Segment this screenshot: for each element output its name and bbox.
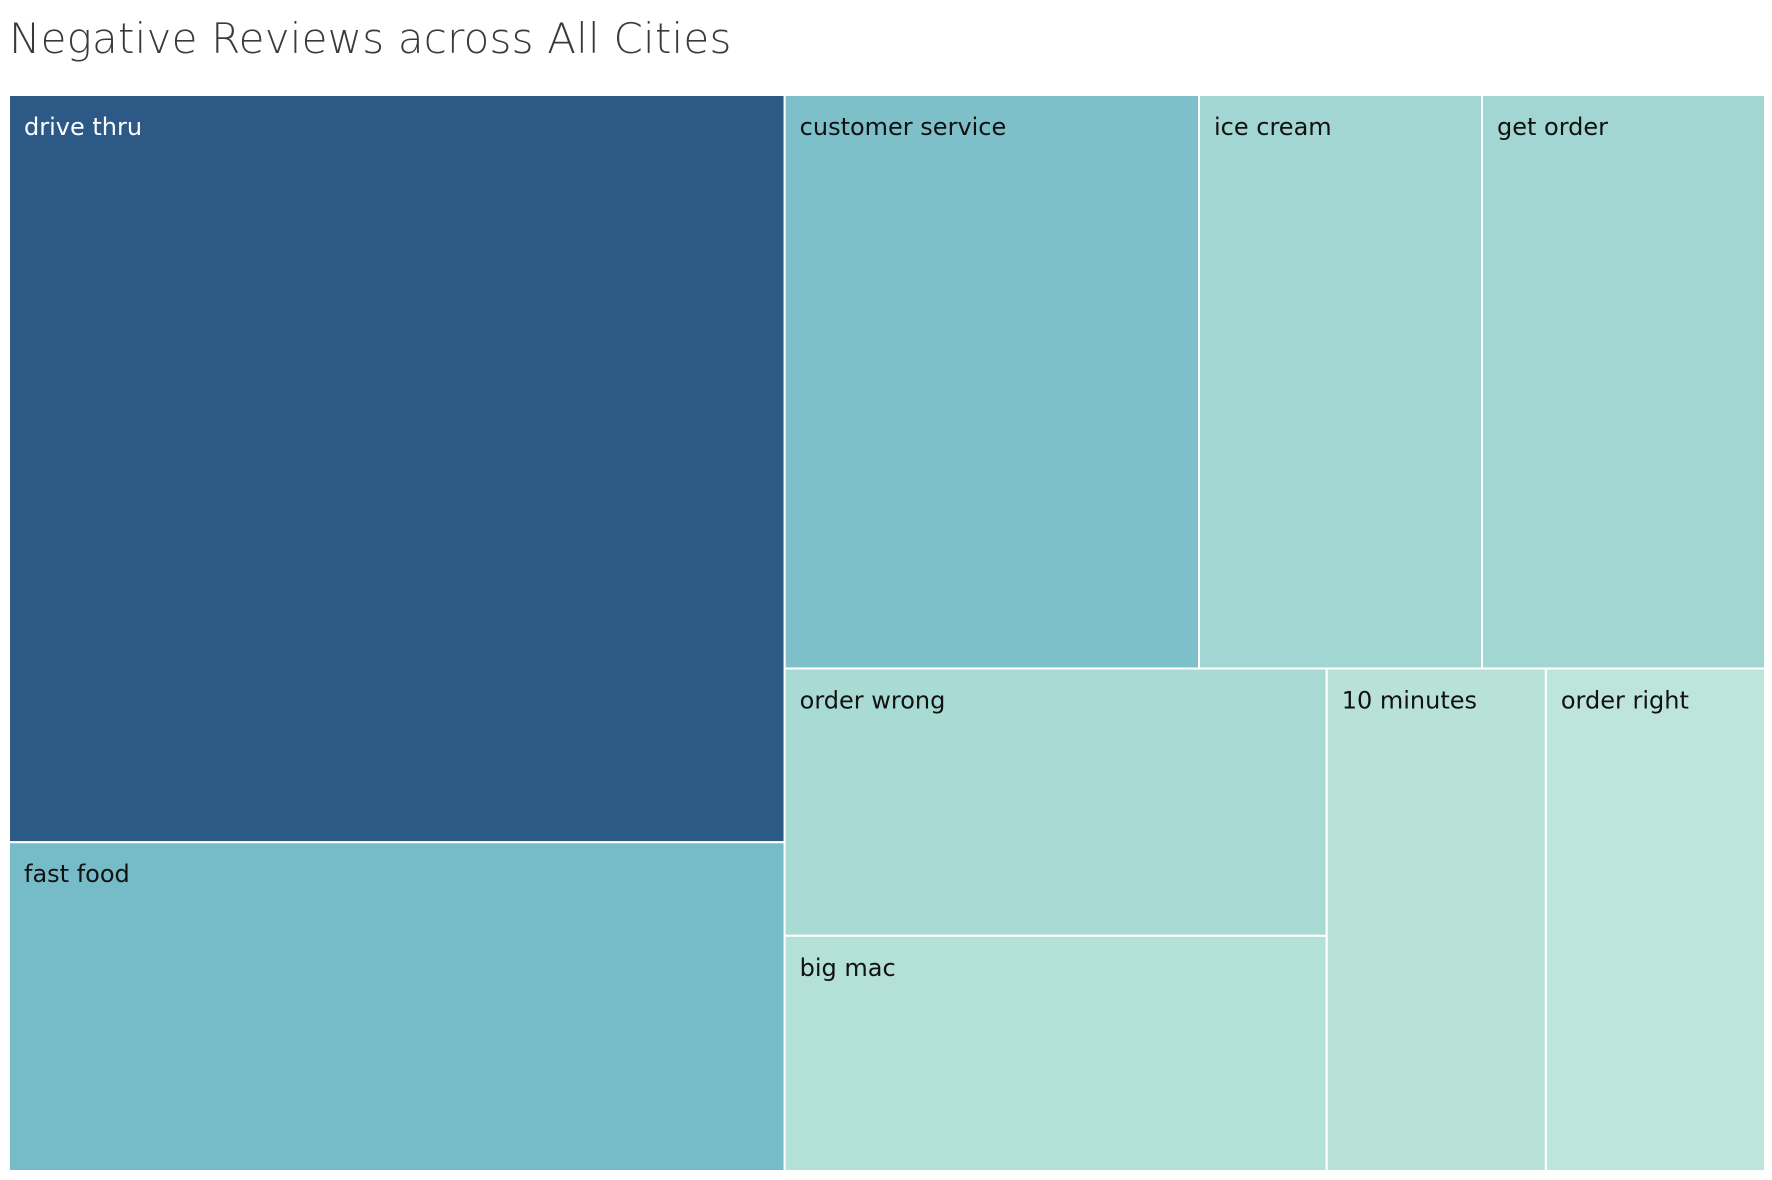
tile-label-customer-service: customer service (800, 113, 1007, 141)
tile-label-fast-food: fast food (24, 860, 130, 888)
tile-label-order-right: order right (1561, 686, 1689, 714)
tile-rect-order-right[interactable] (1544, 667, 1765, 1171)
tile-get-order[interactable]: get order (1481, 95, 1765, 670)
tile-ice-cream[interactable]: ice cream (1198, 95, 1484, 670)
tile-order-right[interactable]: order right (1544, 667, 1765, 1171)
tile-label-order-wrong: order wrong (800, 686, 946, 714)
tile-rect-drive-thru[interactable] (9, 95, 786, 844)
tile-rect-customer-service[interactable] (783, 95, 1201, 670)
treemap-svg: drive thru fast food customer service ice c… (9, 95, 1765, 1171)
tile-drive-thru[interactable]: drive thru (9, 95, 786, 844)
tile-rect-ice-cream[interactable] (1198, 95, 1484, 670)
tile-rect-big-mac[interactable] (783, 934, 1328, 1171)
tile-label-10-minutes: 10 minutes (1342, 686, 1477, 714)
treemap: drive thru fast food customer service ice c… (9, 95, 1765, 1171)
tile-customer-service[interactable]: customer service (783, 95, 1201, 670)
tile-10-minutes[interactable]: 10 minutes (1325, 667, 1547, 1171)
tile-label-get-order: get order (1497, 113, 1608, 141)
tile-label-drive-thru: drive thru (24, 113, 142, 141)
tile-fast-food[interactable]: fast food (9, 841, 786, 1171)
tile-rect-order-wrong[interactable] (783, 667, 1328, 937)
tile-rect-fast-food[interactable] (9, 841, 786, 1171)
tile-label-ice-cream: ice cream (1214, 113, 1332, 141)
tile-rect-get-order[interactable] (1481, 95, 1765, 670)
chart-title: Negative Reviews across All Cities (9, 14, 732, 63)
tile-big-mac[interactable]: big mac (783, 934, 1328, 1171)
tile-label-big-mac: big mac (800, 954, 896, 982)
tile-order-wrong[interactable]: order wrong (783, 667, 1328, 937)
tile-rect-10-minutes[interactable] (1325, 667, 1547, 1171)
